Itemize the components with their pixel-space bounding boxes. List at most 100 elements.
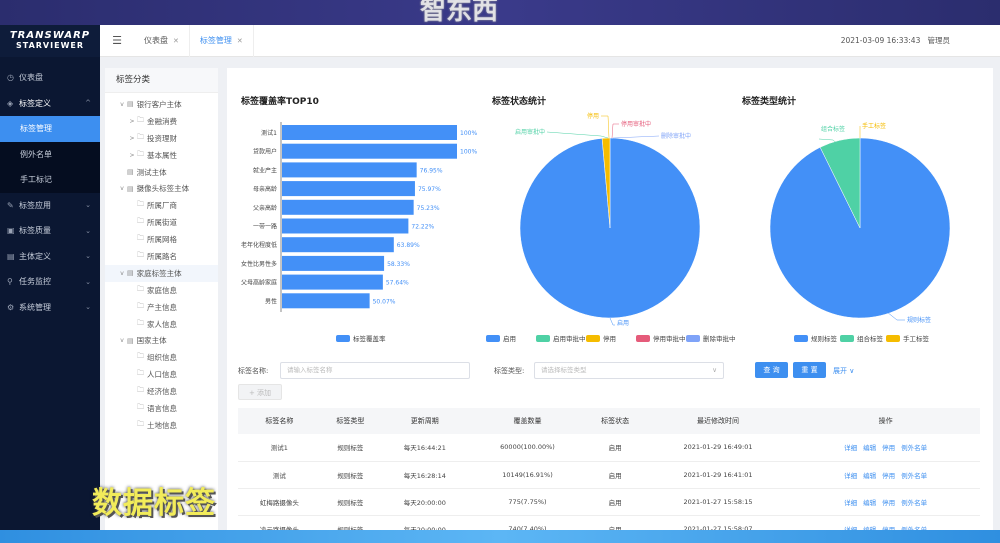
sidebar-item-dashboard[interactable]: ◷ 仪表盘 <box>7 73 43 83</box>
table-cell: 启用 <box>585 461 645 489</box>
action-link[interactable]: 编辑 <box>863 526 876 534</box>
tree-node[interactable]: ▤ 测试主体 <box>127 167 167 177</box>
legend-label[interactable]: 删除审批中 <box>703 334 736 343</box>
user-name[interactable]: 管理员 <box>927 36 951 45</box>
table-cell: 2021-01-29 16:49:01 <box>644 434 792 462</box>
tree-node[interactable]: 🗀 家人信息 <box>137 318 177 329</box>
legend-label[interactable]: 停用审批中 <box>653 334 686 343</box>
label-line <box>818 138 841 147</box>
close-icon[interactable]: ✕ <box>173 36 179 45</box>
data-label: 100% <box>460 130 477 137</box>
data-label: 63.89% <box>397 242 420 249</box>
action-link[interactable]: 编辑 <box>863 471 877 480</box>
tree-node[interactable]: 🗀 所属网格 <box>137 234 177 245</box>
action-link[interactable]: 例外名单 <box>901 498 928 507</box>
tree-node[interactable]: 🗀 所属路名 <box>137 250 177 261</box>
tree-node[interactable]: v ▤ 国家主体 <box>105 332 218 349</box>
sidebar-item-tag-quality[interactable]: ▣ 标签质量 ⌄ <box>7 226 91 236</box>
sidebar-item-manual-tag[interactable]: 手工标记 <box>0 167 100 193</box>
action-link[interactable]: 停用 <box>882 498 896 507</box>
table-cell: 每天16:44:21 <box>380 434 470 462</box>
data-label: 75.97% <box>418 186 441 193</box>
label-line <box>601 115 610 139</box>
action-link[interactable]: 编辑 <box>863 498 877 507</box>
action-link[interactable]: 详细 <box>844 444 858 453</box>
close-icon[interactable]: ✕ <box>236 36 243 45</box>
bar <box>282 143 457 159</box>
pie-slice[interactable] <box>601 137 611 229</box>
sidebar-item-tag-management[interactable]: 标签管理 <box>0 116 100 142</box>
action-link[interactable]: 编辑 <box>863 444 877 453</box>
action-link[interactable]: 详细 <box>844 526 857 534</box>
expand-link[interactable]: 展开 ∨ <box>833 367 855 375</box>
tree-node[interactable]: 🗀 组织信息 <box>137 352 177 363</box>
chevron-down-icon[interactable]: v <box>120 100 124 108</box>
query-button[interactable]: 查 询 <box>755 362 788 378</box>
sidebar-item-task-monitor[interactable]: ⚲ 任务监控 ⌄ <box>7 277 91 287</box>
category-label: 老年化程度低 <box>241 241 277 249</box>
tree-node[interactable]: > 🗀 金融消费 <box>105 113 218 130</box>
tree-node[interactable]: > 🗀 投资理财 <box>105 130 218 147</box>
action-link[interactable]: 例外名单 <box>901 444 928 453</box>
legend-swatch <box>636 335 650 342</box>
chevron-down-icon: ⌄ <box>85 303 91 312</box>
bar <box>282 162 417 178</box>
sidebar-item-tag-application[interactable]: ✎ 标签应用 ⌄ <box>7 200 91 210</box>
data-label: 57.64% <box>386 280 409 287</box>
sidebar-item-entity-definition[interactable]: ▤ 主体定义 ⌄ <box>7 251 91 261</box>
sidebar-item-tag-definition[interactable]: ◈ 标签定义 ^ <box>7 98 91 108</box>
logo: TRANSWARP STARVIEWER <box>0 25 100 57</box>
tree-node[interactable]: 🗀 语言信息 <box>137 402 177 413</box>
bar <box>282 274 383 290</box>
tree-node[interactable]: 🗀 家庭信息 <box>137 284 177 295</box>
tree-node[interactable]: 🗀 产主信息 <box>137 301 177 312</box>
legend-label[interactable]: 停用 <box>603 334 616 343</box>
pie-slice-label: 规则标签 <box>907 316 931 324</box>
table-cell: 测试1 <box>238 434 321 462</box>
legend-label[interactable]: 手工标签 <box>903 334 930 343</box>
action-link[interactable]: 例外名单 <box>901 526 927 534</box>
table-cell: 10149(16.91%) <box>469 461 586 489</box>
pie-slice[interactable] <box>819 137 861 229</box>
legend-label[interactable]: 标签覆盖率 <box>353 334 386 343</box>
table-cell: 每天16:28:14 <box>380 461 470 489</box>
chevron-down-icon[interactable]: v <box>120 185 124 193</box>
tree-node[interactable]: 🗀 经济信息 <box>137 386 177 397</box>
legend-label[interactable]: 规则标签 <box>811 334 838 343</box>
tree-title: 标签分类 <box>105 68 218 93</box>
chevron-down-icon[interactable]: v <box>120 269 124 277</box>
chevron-down-icon[interactable]: v <box>120 337 124 345</box>
table-row: 测试1 规则标签 每天16:44:21 60000(100.00%) 启用 2021-01… <box>238 434 980 462</box>
chevron-right-icon[interactable]: > <box>129 151 135 159</box>
sidebar-item-exception-list[interactable]: 例外名单 <box>0 141 100 167</box>
tree-node[interactable]: 🗀 所属街道 <box>137 217 177 228</box>
tree-node[interactable]: v ▤ 银行客户主体 <box>105 96 218 113</box>
tree-node[interactable]: > 🗀 基本属性 <box>105 147 218 164</box>
tree-node[interactable]: 🗀 人口信息 <box>137 369 177 380</box>
dashboard-icon: ◷ <box>7 73 14 83</box>
type-filter-select[interactable]: 请选择标签类型 ∨ <box>534 362 724 379</box>
add-button[interactable]: + 添加 <box>238 384 282 400</box>
bar <box>282 255 385 271</box>
reset-button[interactable]: 重 置 <box>793 362 826 378</box>
action-link[interactable]: 停用 <box>882 526 895 534</box>
tab-tag-management[interactable]: 标签管理 ✕ <box>190 24 254 57</box>
menu-toggle-icon[interactable]: ☰ <box>112 34 122 47</box>
chevron-right-icon[interactable]: > <box>129 117 135 125</box>
legend-label[interactable]: 启用 <box>503 334 516 343</box>
action-link[interactable]: 详细 <box>844 471 858 480</box>
tab-dashboard[interactable]: 仪表盘 ✕ <box>134 24 190 57</box>
action-link[interactable]: 详细 <box>844 498 858 507</box>
sidebar-item-system-management[interactable]: ⚙ 系统管理 ⌄ <box>7 302 91 312</box>
tree-node[interactable]: v ▤ 家庭标签主体 <box>105 264 218 282</box>
legend-label[interactable]: 组合标签 <box>857 334 884 343</box>
tree-node[interactable]: 🗀 土地信息 <box>137 419 177 430</box>
name-filter-input[interactable]: 请输入标签名称 <box>280 362 470 379</box>
action-link[interactable]: 停用 <box>882 444 896 453</box>
action-link[interactable]: 例外名单 <box>901 471 928 480</box>
action-link[interactable]: 停用 <box>882 471 896 480</box>
legend-label[interactable]: 启用审批中 <box>553 334 586 343</box>
tree-node[interactable]: 🗀 所属厂商 <box>137 200 177 211</box>
tree-node[interactable]: v ▤ 摄像头标签主体 <box>105 180 218 197</box>
chevron-right-icon[interactable]: > <box>129 134 135 142</box>
